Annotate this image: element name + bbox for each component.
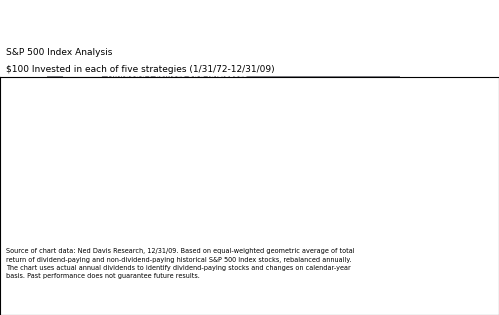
Text: $2,945: $2,945 xyxy=(407,136,441,145)
Text: $61: $61 xyxy=(407,236,425,245)
Text: Dividends Outperform Over Time: Dividends Outperform Over Time xyxy=(87,12,412,30)
Text: S&P 500 Index Analysis: S&P 500 Index Analysis xyxy=(6,48,113,57)
Text: $165: $165 xyxy=(407,232,431,241)
Text: $2,266: $2,266 xyxy=(407,159,441,168)
Text: $100 Invested in each of five strategies (1/31/72-12/31/09): $100 Invested in each of five strategies… xyxy=(6,65,275,74)
Text: Dividend Growers and Initiators: Dividend Growers and Initiators xyxy=(107,74,248,83)
Text: All Dividend-paying Stocks: All Dividend-paying Stocks xyxy=(107,96,225,105)
Text: Dividend cutters or Eliminators: Dividend cutters or Eliminators xyxy=(107,164,245,173)
Text: Stocks with No Change in Dividends: Stocks with No Change in Dividends xyxy=(107,119,265,128)
Text: Source of chart data: Ned Davis Research, 12/31/09. Based on equal-weighted geom: Source of chart data: Ned Davis Research… xyxy=(6,248,355,279)
Text: $1,371: $1,371 xyxy=(407,190,441,199)
Text: Non-dividend Payers: Non-dividend Payers xyxy=(107,141,198,150)
